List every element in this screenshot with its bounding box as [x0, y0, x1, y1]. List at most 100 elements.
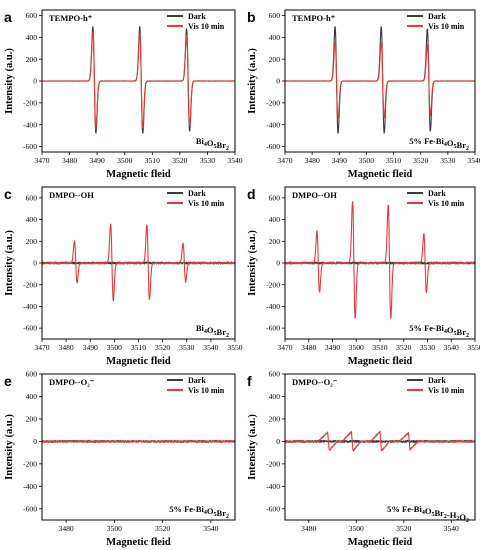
y-tick-label: 0 — [276, 77, 280, 86]
plot-area — [42, 223, 235, 302]
label-part: Br — [217, 327, 227, 337]
x-tick-label: 3540 — [467, 156, 480, 165]
x-tick-label: 3530 — [420, 343, 435, 352]
legend-label: Dark — [188, 12, 206, 21]
sample-label: 5% Fe-Bi4O5Br2 — [169, 504, 229, 520]
y-tick-label: -400 — [23, 482, 37, 491]
panel-title: DMPO-·O₂⁻ — [49, 377, 95, 387]
y-tick-label: 0 — [33, 437, 37, 446]
series-vis — [285, 42, 475, 119]
panel-letter: b — [247, 9, 256, 25]
panel-e: 3480 3500 3520 3540 -600 -400 -200 0 200 400 600 Ma… — [4, 370, 236, 548]
x-tick-label: 3540 — [227, 156, 242, 165]
sample-label: 5% Fe-Bi4O5Br2-H2O2 — [387, 504, 469, 524]
y-tick-label: 0 — [276, 259, 280, 268]
y-tick-label: -600 — [266, 142, 280, 151]
y-tick-label: 400 — [269, 392, 281, 401]
y-tick-label: 600 — [26, 193, 38, 202]
y-tick-label: 0 — [33, 77, 37, 86]
label-part: O — [207, 506, 214, 516]
y-tick-label: 200 — [269, 415, 281, 424]
label-part: Bi — [196, 136, 205, 146]
y-tick-label: 200 — [26, 415, 38, 424]
subscript: 5 — [214, 331, 217, 337]
x-tick-label: 3490 — [332, 156, 347, 165]
subscript: 5 — [454, 144, 457, 150]
y-tick-label: -400 — [23, 120, 37, 129]
legend-label: Dark — [188, 376, 206, 385]
x-tick-label: 3520 — [396, 524, 411, 533]
x-tick-label: 3550 — [467, 343, 480, 352]
y-tick-label: -400 — [266, 302, 280, 311]
x-tick-label: 3490 — [83, 343, 98, 352]
label-part: Br — [457, 140, 467, 150]
y-axis-title: Intensity (a.u.) — [4, 230, 15, 296]
x-tick-label: 3480 — [301, 343, 316, 352]
legend-label: Vis 10 min — [428, 22, 465, 31]
subscript: 2 — [466, 333, 469, 339]
x-tick-label: 3510 — [372, 343, 387, 352]
legend-label: Dark — [188, 189, 206, 198]
subscript: 2 — [226, 333, 229, 339]
x-tick-label: 3500 — [349, 524, 364, 533]
sample-label: 5% Fe-Bi4O5Br2 — [409, 323, 469, 339]
subscript: 4 — [444, 329, 447, 335]
y-tick-label: -200 — [23, 280, 37, 289]
x-tick-label: 3470 — [34, 156, 49, 165]
plot-frame — [41, 373, 236, 521]
y-axis-title: Intensity (a.u.) — [247, 48, 258, 114]
plot-area — [42, 439, 235, 443]
x-axis-title: Magnetic fleid — [348, 169, 413, 180]
x-tick-label: 3500 — [359, 156, 374, 165]
y-tick-label: 200 — [26, 55, 38, 64]
subscript: 4 — [204, 142, 207, 148]
y-tick-label: -200 — [266, 459, 280, 468]
x-tick-label: 3510 — [131, 343, 146, 352]
y-tick-label: 200 — [269, 55, 281, 64]
y-tick-label: 600 — [269, 370, 281, 379]
y-tick-label: -200 — [23, 459, 37, 468]
series-dark — [285, 26, 475, 134]
x-tick-label: 3540 — [444, 343, 459, 352]
y-tick-label: -600 — [23, 142, 37, 151]
panel-title: TEMPO-h⁺ — [49, 13, 93, 23]
x-tick-label: 3470 — [34, 343, 49, 352]
y-tick-label: 400 — [26, 215, 38, 224]
series-vis — [42, 440, 235, 443]
subscript: 2 — [226, 146, 229, 152]
label-part: O — [207, 325, 214, 335]
label-part: O — [447, 138, 454, 148]
subscript: 2 — [456, 516, 459, 522]
x-tick-label: 3480 — [59, 524, 74, 533]
panel-f: 3480 3500 3520 3540 -600 -400 -200 0 200 400 600 Ma… — [247, 370, 476, 548]
label-part: O — [459, 512, 466, 522]
label-part: Bi — [196, 323, 205, 333]
subscript: 4 — [204, 329, 207, 335]
x-axis-title: Magnetic fleid — [106, 169, 171, 180]
series-vis — [285, 430, 475, 452]
series-vis — [285, 201, 475, 319]
y-tick-label: -600 — [23, 324, 37, 333]
label-part: -H — [447, 510, 457, 520]
legend-label: Vis 10 min — [188, 22, 225, 31]
y-tick-label: 600 — [269, 193, 281, 202]
panel-title: DMPO-·OH — [292, 190, 337, 200]
subscript: 4 — [444, 142, 447, 148]
legend-label: Vis 10 min — [188, 199, 225, 208]
y-tick-label: 400 — [269, 33, 281, 42]
x-tick-label: 3480 — [301, 524, 316, 533]
y-tick-label: 0 — [33, 259, 37, 268]
y-tick-label: -200 — [266, 280, 280, 289]
label-part: Br — [217, 508, 227, 518]
y-tick-label: -400 — [266, 120, 280, 129]
y-tick-label: 400 — [26, 392, 38, 401]
subscript: 2 — [226, 514, 229, 520]
subscript: 4 — [204, 510, 207, 516]
subscript: 2 — [444, 514, 447, 520]
x-tick-label: 3500 — [107, 343, 122, 352]
label-part: O — [207, 138, 214, 148]
x-tick-label: 3480 — [305, 156, 320, 165]
panel-c: 3470 3480 3490 3500 3510 3520 3530 3540 3550 -600… — [4, 186, 243, 367]
y-axis-title: Intensity (a.u.) — [247, 230, 258, 296]
